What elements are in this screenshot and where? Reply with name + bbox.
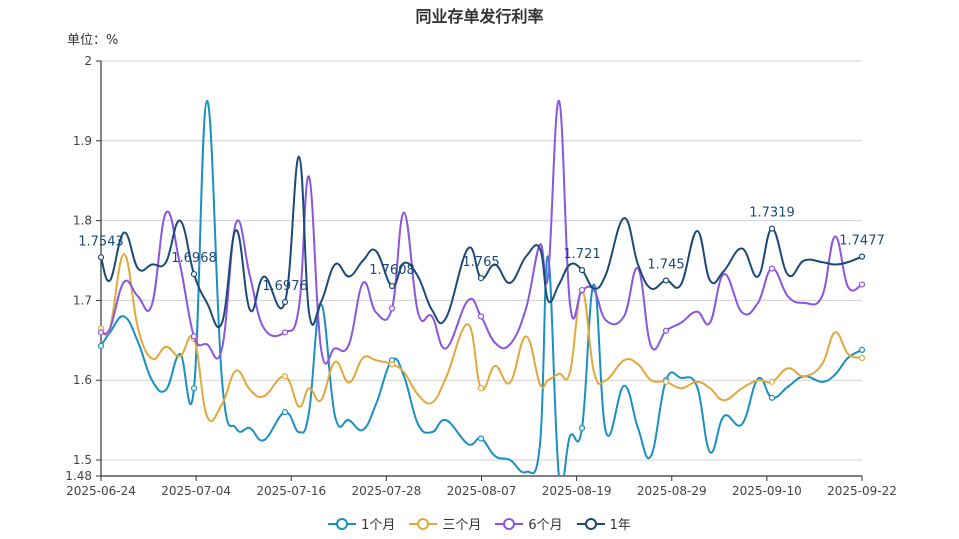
legend-marker-icon: [328, 517, 357, 530]
x-tick-label: 2025-08-19: [542, 484, 612, 498]
data-point-marker[interactable]: [477, 313, 485, 320]
x-tick-label: 2025-08-07: [447, 484, 517, 498]
data-point-marker[interactable]: [477, 274, 485, 282]
data-label: 1.745: [647, 257, 684, 272]
data-point-marker[interactable]: [388, 282, 396, 290]
legend-item-3m[interactable]: 三个月: [409, 514, 481, 533]
legend-marker-icon: [495, 517, 524, 530]
data-point-marker[interactable]: [858, 253, 866, 260]
x-tick-label: 2025-07-04: [161, 484, 231, 498]
data-label: 1.721: [563, 247, 600, 262]
legend-marker-icon: [576, 517, 605, 530]
data-point-marker[interactable]: [578, 425, 586, 432]
data-point-marker[interactable]: [662, 327, 670, 334]
unit-label: 单位：%: [67, 33, 119, 48]
data-point-marker[interactable]: [578, 286, 586, 294]
y-tick-label: 1.6: [73, 373, 92, 387]
data-point-marker[interactable]: [281, 409, 289, 416]
legend-item-1m[interactable]: 1个月: [328, 514, 395, 533]
data-point-marker[interactable]: [858, 346, 866, 354]
y-tick-label: 1.7: [73, 293, 92, 307]
data-label: 1.765: [462, 255, 499, 270]
legend-label: 三个月: [442, 518, 482, 533]
series-line[interactable]: [101, 99, 863, 487]
legend-label: 1年: [609, 518, 631, 533]
data-label: 1.7319: [749, 206, 795, 221]
data-point-marker[interactable]: [97, 342, 105, 350]
data-point-marker[interactable]: [662, 378, 670, 385]
data-point-marker[interactable]: [477, 435, 485, 442]
y-tick-label: 2: [84, 54, 92, 68]
data-point-marker[interactable]: [281, 298, 289, 306]
legend-item-1y[interactable]: 1年: [576, 514, 631, 533]
data-point-marker[interactable]: [190, 333, 198, 340]
legend-label: 1个月: [361, 518, 396, 533]
series-line[interactable]: [101, 99, 863, 365]
data-label: 1.6968: [171, 251, 217, 266]
data-point-marker[interactable]: [858, 281, 866, 288]
data-point-marker[interactable]: [578, 266, 586, 274]
data-label: 1.6976: [262, 279, 308, 294]
x-tick-label: 2025-08-29: [637, 484, 707, 498]
y-tick-label: 1.8: [73, 214, 92, 228]
legend-label: 6个月: [528, 518, 563, 533]
data-point-marker[interactable]: [97, 329, 105, 336]
data-point-marker[interactable]: [768, 378, 776, 385]
data-point-marker[interactable]: [662, 277, 670, 284]
x-tick-label: 2025-07-28: [352, 484, 422, 498]
data-point-marker[interactable]: [768, 394, 776, 401]
legend-item-6m[interactable]: 6个月: [495, 514, 563, 533]
legend-marker-icon: [409, 517, 438, 530]
series-line[interactable]: [101, 155, 863, 329]
x-tick-label: 2025-09-10: [732, 484, 802, 498]
data-point-marker[interactable]: [97, 254, 105, 261]
legend: 1个月 三个月 6个月 1年: [0, 514, 959, 533]
data-label: 1.7608: [369, 263, 415, 278]
y-tick-label: 1.5: [73, 453, 92, 467]
data-point-marker[interactable]: [281, 373, 289, 380]
chart-title: 同业存单发行利率: [415, 7, 544, 26]
data-point-marker[interactable]: [190, 270, 198, 278]
data-point-marker[interactable]: [190, 385, 198, 392]
y-tick-label: 1.9: [73, 134, 92, 148]
data-point-marker[interactable]: [388, 361, 396, 368]
data-label: 1.7543: [78, 234, 124, 249]
data-point-marker[interactable]: [281, 329, 289, 336]
data-point-marker[interactable]: [768, 225, 776, 232]
data-point-marker[interactable]: [768, 265, 776, 272]
y-tick-label: 1.48: [65, 469, 92, 483]
data-point-marker[interactable]: [858, 354, 866, 361]
x-tick-label: 2025-09-22: [827, 484, 897, 498]
data-point-marker[interactable]: [388, 305, 396, 312]
x-tick-label: 2025-06-24: [66, 484, 136, 498]
data-label: 1.7477: [839, 234, 885, 249]
x-tick-label: 2025-07-16: [256, 484, 326, 498]
data-point-marker[interactable]: [477, 385, 485, 392]
